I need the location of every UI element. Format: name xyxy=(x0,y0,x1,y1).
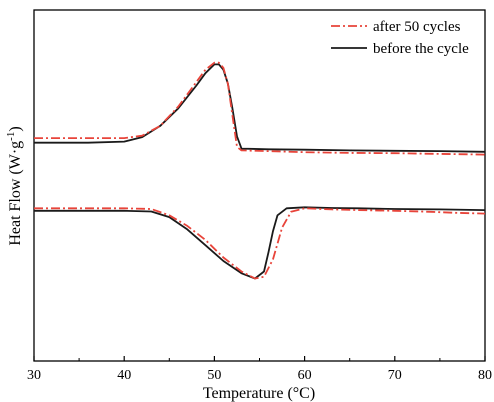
x-tick-label: 60 xyxy=(298,368,312,383)
series-lines xyxy=(34,61,486,280)
x-tick-label: 30 xyxy=(27,368,41,383)
plot-frame xyxy=(33,9,486,362)
legend-label: after 50 cycles xyxy=(373,19,461,35)
series-after-50-cycles-heating-line xyxy=(34,61,486,156)
y-axis-title-superscript: -1 xyxy=(5,132,17,141)
x-tick-label: 50 xyxy=(207,368,221,383)
series-before-cycle-cooling-line xyxy=(34,206,486,280)
x-tick-label: 40 xyxy=(117,368,131,383)
x-tick-label: 80 xyxy=(478,368,492,383)
series-after-50-cycles-cooling-line xyxy=(34,207,486,280)
x-tick-label: 70 xyxy=(388,368,402,383)
legend: after 50 cycles before the cycle xyxy=(331,19,469,57)
x-axis-ticks: 30 40 50 60 70 80 xyxy=(27,356,492,383)
plot-area-border xyxy=(33,9,486,362)
legend-label: before the cycle xyxy=(373,41,469,57)
series-before-cycle-heating-line xyxy=(34,63,486,153)
x-axis-title: Temperature (°C) xyxy=(203,385,315,402)
y-axis-title: Heat Flow (W·g-1) xyxy=(5,126,24,245)
